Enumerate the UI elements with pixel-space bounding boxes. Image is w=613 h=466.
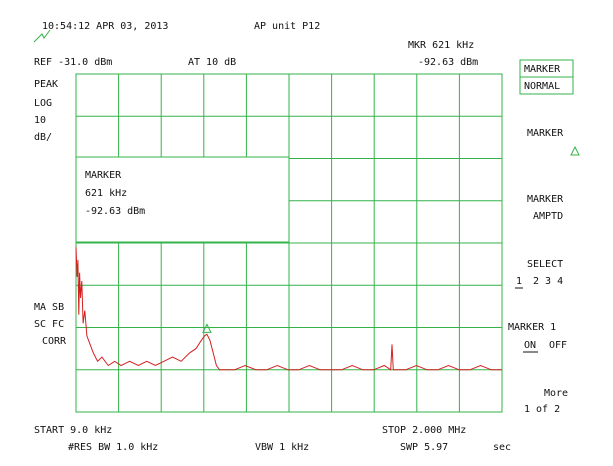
marker-icon <box>570 145 580 156</box>
select-others[interactable]: 2 3 4 <box>533 276 563 287</box>
softkey-on[interactable]: ON <box>524 340 536 351</box>
softkey[interactable]: MARKER 1 <box>508 322 556 333</box>
logo <box>33 29 51 43</box>
softkey[interactable]: MARKER <box>527 194 564 205</box>
softkey[interactable]: AMPTD <box>533 211 563 222</box>
marker <box>202 323 212 333</box>
left-label: 10 <box>34 115 46 126</box>
softkey[interactable]: SELECT <box>527 259 563 270</box>
marker-box-frequency: 621 kHz <box>85 188 127 199</box>
vbw: VBW 1 kHz <box>255 442 309 453</box>
title: AP unit P12 <box>254 21 320 32</box>
ref-level: REF -31.0 dBm <box>34 57 112 68</box>
left-label: MA SB <box>34 302 64 313</box>
softkey[interactable]: More <box>544 388 568 399</box>
marker-box <box>75 156 290 243</box>
marker-amplitude: -92.63 dBm <box>418 57 478 68</box>
softkey[interactable]: MARKER <box>524 64 561 75</box>
sweep: SWP 5.97 <box>400 442 448 453</box>
left-label: CORR <box>42 336 67 347</box>
graticule <box>75 73 503 413</box>
left-label: dB/ <box>34 132 52 143</box>
start-freq: START 9.0 kHz <box>34 425 112 436</box>
softkey[interactable]: 1 of 2 <box>524 404 560 415</box>
rbw: #RES BW 1.0 kHz <box>68 442 158 453</box>
timestamp: 10:54:12 APR 03, 2013 <box>42 21 168 32</box>
select-active[interactable]: 1 <box>516 276 522 287</box>
stop-freq: STOP 2.000 MHz <box>382 425 466 436</box>
sweep-unit: sec <box>493 442 511 453</box>
softkey[interactable]: MARKER <box>527 128 564 139</box>
left-label: PEAK <box>34 79 58 90</box>
left-label: LOG <box>34 98 52 109</box>
marker-box-amplitude: -92.63 dBm <box>85 206 145 217</box>
attenuation: AT 10 dB <box>188 57 236 68</box>
left-label: SC FC <box>34 319 64 330</box>
marker-box-title: MARKER <box>85 170 122 181</box>
marker-readout: MKR 621 kHz <box>408 40 474 51</box>
trace <box>75 247 502 371</box>
softkey[interactable]: NORMAL <box>524 81 560 92</box>
softkey-off[interactable]: OFF <box>549 340 567 351</box>
